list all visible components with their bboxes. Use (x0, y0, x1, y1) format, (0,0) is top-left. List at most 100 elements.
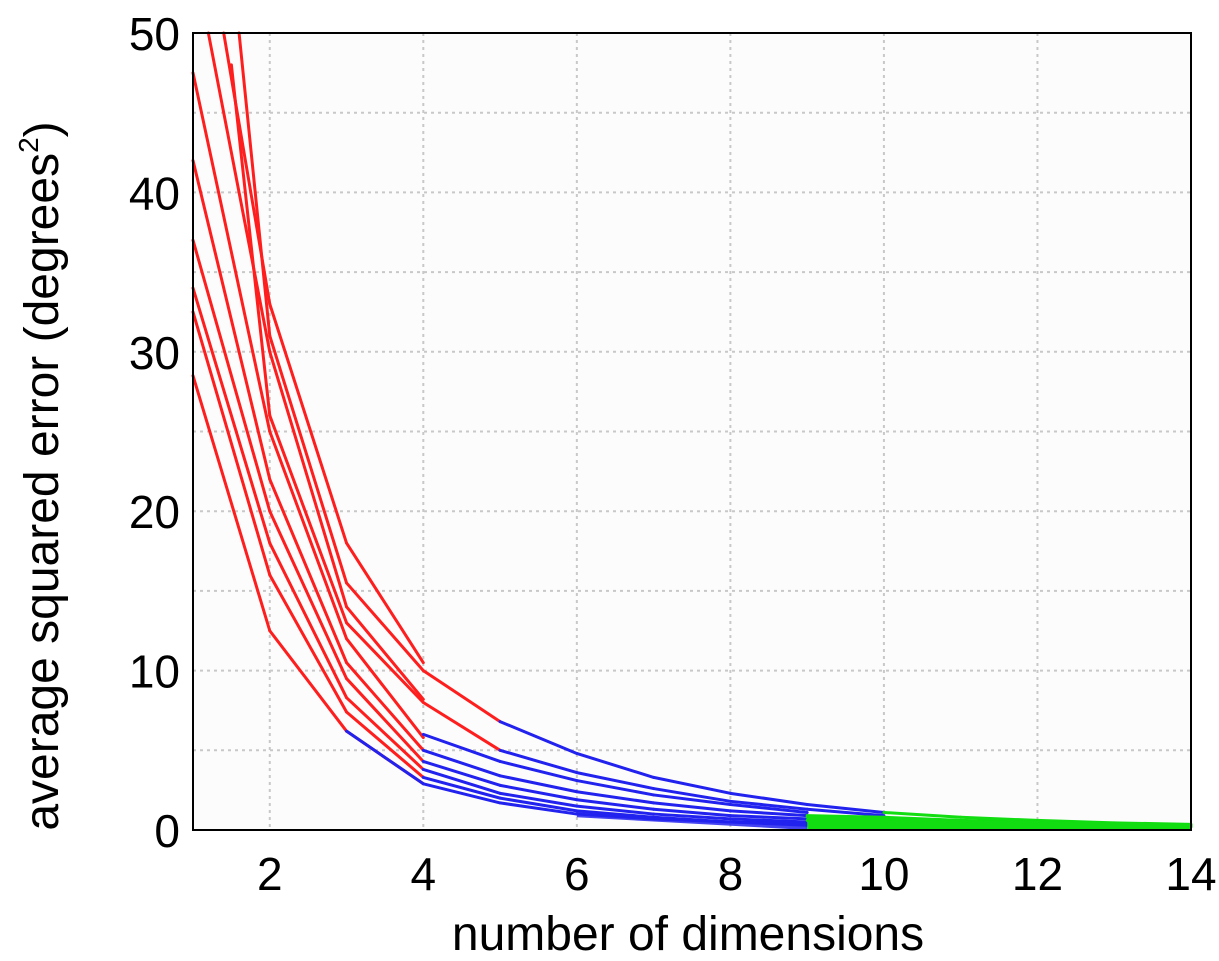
series-5-segment-0 (191, 286, 272, 545)
blue-band (576, 810, 808, 830)
series-12-segment-0 (421, 732, 502, 763)
series-4 (191, 238, 425, 763)
series-12 (421, 732, 809, 814)
series-13-segment-0 (421, 748, 502, 778)
x-tick-label: 10 (858, 848, 909, 900)
series-6-segment-2 (345, 710, 425, 779)
series-1-segment-0 (206, 31, 272, 354)
y-axis-title: average squared error (degrees2) (13, 121, 69, 830)
series-9-segment-2 (345, 581, 425, 673)
series-10-segment-2 (652, 775, 732, 795)
x-tick-label: 8 (718, 848, 744, 900)
series-11-segment-0 (498, 748, 579, 775)
x-axis-title: number of dimensions (452, 908, 924, 961)
y-tick-label: 40 (129, 167, 180, 219)
y-axis-title-close: ) (16, 121, 69, 137)
series-2 (191, 71, 425, 740)
series-10-segment-0 (498, 720, 579, 755)
series-3-segment-0 (191, 159, 272, 481)
series-9 (237, 31, 502, 724)
x-tick-label: 14 (1165, 848, 1216, 900)
series-layer (191, 31, 1193, 830)
x-tick-label: 4 (411, 848, 437, 900)
y-axis-title-main: average squared error (degrees (16, 153, 69, 831)
series-11 (498, 748, 886, 818)
series-15-segment-0 (421, 767, 502, 795)
series-13-segment-3 (652, 801, 732, 813)
series-8 (229, 63, 502, 752)
series-5-segment-2 (345, 696, 425, 771)
y-tick-label: 10 (129, 646, 180, 698)
series-10-segment-3 (728, 791, 809, 806)
green-band (807, 815, 1191, 830)
series-7-segment-0 (191, 374, 272, 633)
series-10-segment-1 (575, 751, 656, 779)
y-tick-label: 20 (129, 486, 180, 538)
series-2-segment-0 (191, 71, 272, 433)
series-10 (498, 720, 886, 814)
series-6-segment-0 (191, 310, 272, 577)
y-tick-label: 50 (129, 8, 180, 60)
series-18-segment-0 (805, 814, 886, 819)
series-13-segment-1 (498, 774, 579, 794)
series-10-segment-4 (805, 802, 886, 814)
series-5-segment-1 (268, 541, 349, 700)
series-1-segment-2 (345, 605, 425, 701)
series-7-segment-1 (268, 629, 349, 733)
series-9-segment-0 (237, 31, 272, 338)
series-21-segment-0 (882, 810, 963, 819)
series-6-segment-1 (268, 573, 349, 714)
series-14-segment-0 (421, 759, 502, 787)
series-17-segment-0 (345, 729, 425, 786)
series-8-segment-1 (268, 414, 349, 625)
y-tick-label: 30 (129, 327, 180, 379)
series-4-segment-0 (191, 238, 272, 513)
x-tick-label: 12 (1012, 848, 1063, 900)
series-15-segment-2 (575, 804, 656, 816)
x-tick-label: 2 (257, 848, 283, 900)
series-8-segment-0 (229, 63, 272, 418)
series-2-segment-1 (268, 430, 349, 641)
series-12-segment-3 (652, 793, 732, 806)
series-15-segment-3 (652, 812, 732, 821)
series-14 (421, 759, 809, 821)
series-13 (421, 748, 809, 818)
series-4-segment-1 (268, 509, 349, 681)
series-14-segment-3 (652, 807, 732, 818)
series-15 (421, 767, 809, 824)
series-9-segment-3 (421, 669, 502, 724)
series-16-segment-0 (421, 775, 502, 800)
series-8-segment-2 (345, 621, 425, 704)
series-14-segment-4 (728, 814, 809, 821)
y-tick-label: 0 (154, 805, 180, 857)
series-4-segment-2 (345, 677, 425, 763)
series-17-segment-2 (498, 801, 579, 816)
x-tick-label: 6 (564, 848, 590, 900)
series-2-segment-2 (345, 637, 425, 740)
series-14-segment-1 (498, 783, 579, 802)
series-5 (191, 286, 425, 771)
series-9-segment-1 (268, 334, 349, 585)
series-11-segment-2 (652, 787, 732, 803)
series-21-segment-1 (959, 815, 1039, 822)
series-12-segment-2 (575, 779, 656, 797)
series-8-segment-3 (421, 700, 502, 752)
series-14-segment-2 (575, 798, 656, 811)
series-15-segment-1 (498, 791, 579, 808)
series-12-segment-1 (498, 759, 579, 783)
series-1 (206, 31, 425, 701)
series-11-segment-3 (728, 799, 809, 811)
y-tick-labels: 0 10 20 30 40 50 (129, 8, 180, 857)
series-11-segment-4 (805, 807, 886, 818)
series-0-segment-1 (268, 302, 349, 545)
series-3 (191, 159, 425, 752)
plot-border (192, 32, 1192, 831)
series-0-segment-2 (345, 541, 425, 665)
y-axis-title-superscript: 2 (13, 137, 44, 153)
series-3-segment-1 (268, 477, 349, 665)
series-13-segment-4 (728, 809, 809, 818)
series-16-segment-1 (498, 796, 579, 813)
grid-lines (193, 33, 1192, 830)
series-15-segment-4 (728, 817, 809, 824)
